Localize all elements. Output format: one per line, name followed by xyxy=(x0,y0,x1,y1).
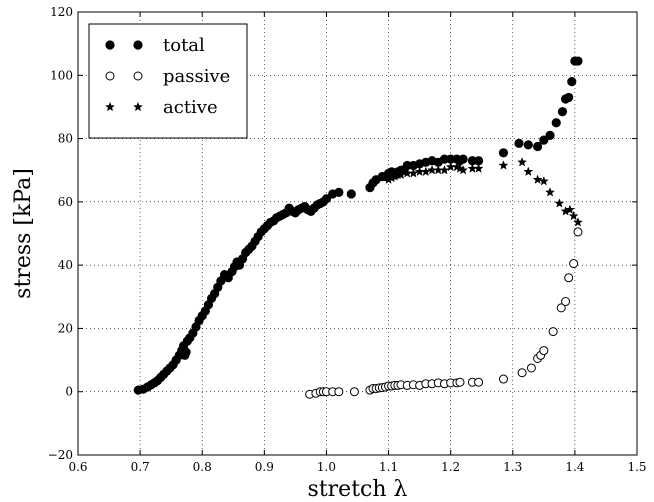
active-point xyxy=(545,187,555,197)
x-tick-label: 1.5 xyxy=(627,460,646,474)
legend-label: total xyxy=(163,35,205,56)
passive-point xyxy=(474,377,484,387)
legend-label: passive xyxy=(163,66,230,87)
passive-point xyxy=(349,387,359,397)
legend-marker xyxy=(133,71,143,81)
passive-point xyxy=(556,303,566,313)
x-tick-label: 1.1 xyxy=(379,460,398,474)
data-points xyxy=(133,56,583,399)
total-point xyxy=(533,141,543,152)
y-tick-label: 80 xyxy=(58,132,73,146)
legend-entry-total: total xyxy=(105,35,205,56)
legend-entry-active: active xyxy=(105,97,218,118)
total-point xyxy=(523,140,533,150)
legend: total passive active xyxy=(88,23,248,139)
y-tick-label: 40 xyxy=(58,258,73,272)
legend-marker xyxy=(105,40,115,50)
x-tick-label: 1.0 xyxy=(317,460,336,474)
x-tick-label: 1.3 xyxy=(503,460,522,474)
active-point xyxy=(458,164,469,175)
legend-marker xyxy=(105,71,115,81)
legend-entry-passive: passive xyxy=(105,66,230,87)
total-point xyxy=(334,187,344,197)
active-point xyxy=(523,166,534,177)
total-point xyxy=(539,135,549,145)
active-point xyxy=(498,160,509,170)
active-point xyxy=(439,164,450,175)
total-point xyxy=(564,92,574,103)
passive-point xyxy=(569,259,579,269)
total-point xyxy=(458,154,468,164)
x-tick-label: 0.6 xyxy=(68,460,87,474)
x-tick-label: 0.9 xyxy=(255,460,274,474)
y-tick-label: −20 xyxy=(48,448,73,462)
y-tick-label: 100 xyxy=(50,68,73,82)
active-point xyxy=(538,176,549,186)
passive-point xyxy=(561,297,571,307)
total-point xyxy=(498,148,509,158)
tick-marks xyxy=(77,11,638,456)
legend-box xyxy=(88,23,248,139)
total-point xyxy=(573,56,583,66)
x-axis-label: stretch λ xyxy=(308,477,408,502)
passive-point xyxy=(573,227,583,237)
active-point xyxy=(568,210,579,221)
active-point xyxy=(396,169,406,180)
passive-point xyxy=(548,327,558,337)
x-tick-label: 1.2 xyxy=(441,460,460,474)
x-tick-label: 0.7 xyxy=(131,460,150,474)
legend-marker xyxy=(133,101,143,112)
passive-point xyxy=(526,363,536,373)
total-point xyxy=(514,138,524,148)
passive-point xyxy=(334,387,344,397)
y-tick-label: 20 xyxy=(58,321,73,335)
series-active xyxy=(383,157,583,227)
active-point xyxy=(573,217,583,227)
legend-label: active xyxy=(163,97,218,118)
legend-marker xyxy=(105,101,115,112)
active-point xyxy=(517,157,528,167)
total-point xyxy=(567,77,577,87)
total-point xyxy=(545,130,555,141)
passive-point xyxy=(517,368,527,378)
plot-frame xyxy=(77,11,638,456)
series-passive xyxy=(305,227,583,399)
legend-marker xyxy=(133,40,143,50)
passive-point xyxy=(539,346,549,356)
total-point xyxy=(346,189,356,199)
passive-point xyxy=(455,377,465,387)
active-point xyxy=(420,166,431,177)
active-point xyxy=(564,204,575,214)
y-tick-label: 0 xyxy=(65,385,73,399)
y-tick-label: 120 xyxy=(50,5,73,19)
active-point xyxy=(408,168,419,178)
active-point xyxy=(473,163,484,173)
active-point xyxy=(554,198,565,208)
total-point xyxy=(321,194,332,204)
total-point xyxy=(551,118,561,128)
y-tick-label: 60 xyxy=(58,195,73,209)
total-point xyxy=(181,347,191,357)
y-axis-label: stress [kPa] xyxy=(11,168,36,299)
x-tick-label: 1.4 xyxy=(565,460,584,474)
passive-point xyxy=(498,374,508,384)
passive-point xyxy=(564,273,574,283)
total-point xyxy=(557,107,568,117)
active-point xyxy=(532,174,543,184)
x-tick-label: 0.8 xyxy=(193,460,212,474)
